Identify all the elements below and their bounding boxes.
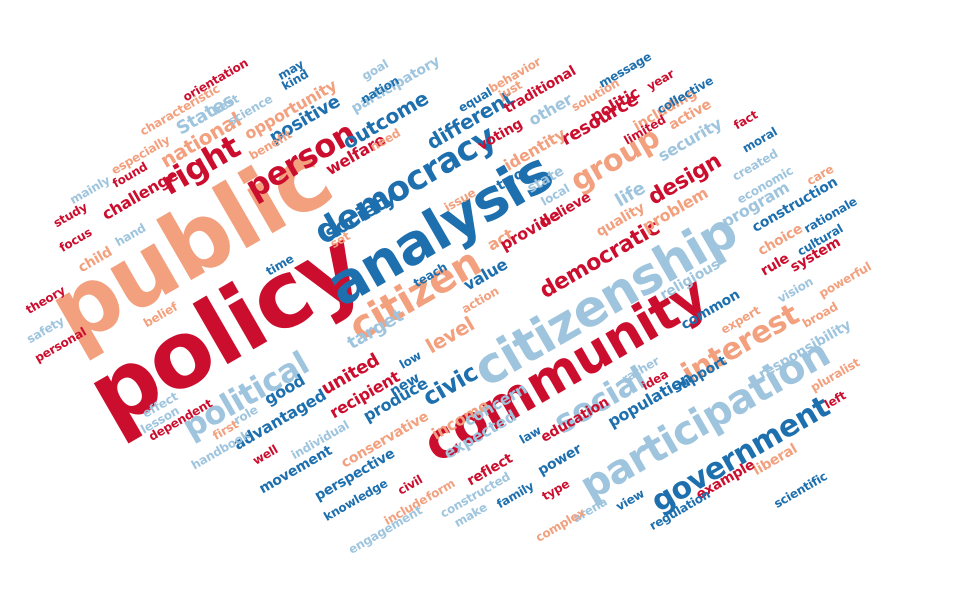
word-complex: complex bbox=[532, 505, 588, 545]
word-message: message bbox=[596, 49, 654, 91]
word-fact: fact bbox=[730, 107, 760, 133]
word-powerful: powerful bbox=[816, 259, 874, 301]
word-scientific: scientific bbox=[770, 469, 830, 511]
word-type: type bbox=[538, 476, 572, 504]
word-low: low bbox=[396, 348, 424, 372]
word-year: year bbox=[643, 66, 677, 94]
word-well: well bbox=[249, 442, 280, 468]
word-left: left bbox=[821, 388, 849, 412]
word-engagement: engagement bbox=[345, 503, 425, 557]
word-study: study bbox=[50, 199, 90, 231]
word-mainly: mainly bbox=[67, 172, 113, 208]
word-vision: vision bbox=[774, 274, 815, 306]
